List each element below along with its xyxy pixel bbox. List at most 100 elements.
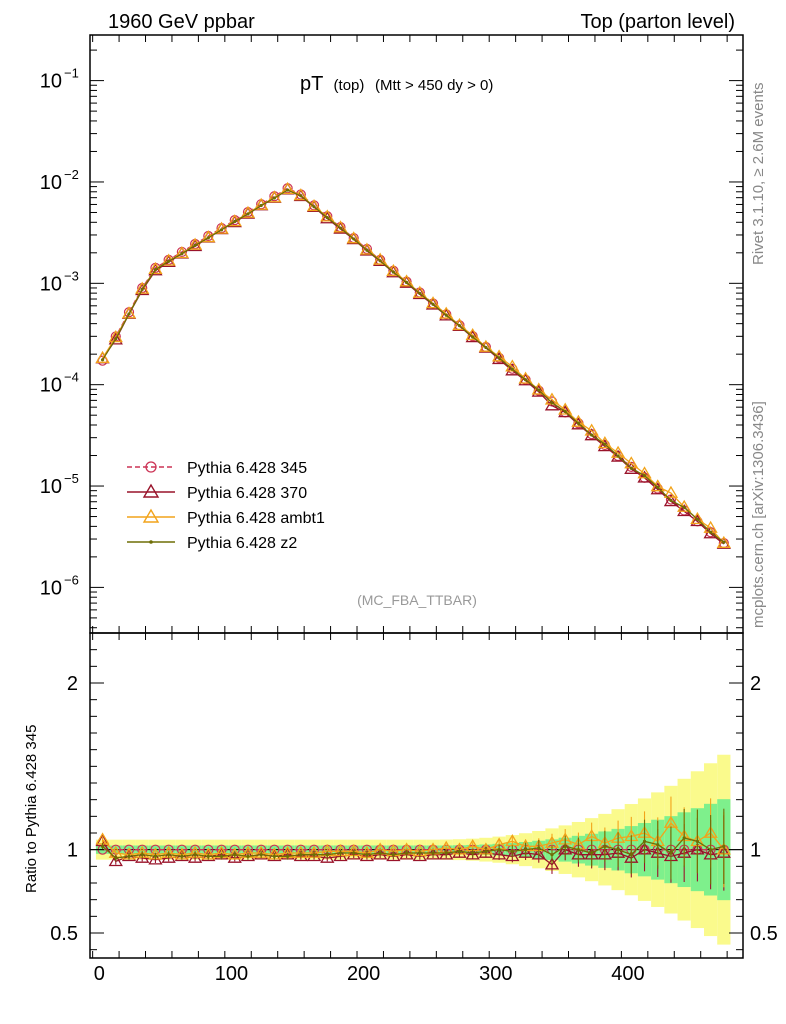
data-point — [338, 226, 343, 230]
data-point — [656, 485, 660, 489]
ratio-point — [576, 848, 581, 852]
data-point — [663, 485, 679, 498]
data-point — [391, 270, 395, 274]
data-point — [505, 359, 520, 372]
ratio-ytick-label: 0.5 — [50, 923, 78, 945]
data-point — [161, 254, 176, 267]
ratio-point — [306, 849, 322, 862]
side-label-bottom: mcplots.cern.ch [arXiv:1306.3436] — [750, 401, 767, 628]
data-point — [695, 517, 699, 521]
ratio-point — [497, 848, 501, 852]
ratio-point — [286, 854, 290, 858]
ratio-point — [590, 851, 594, 855]
ratio-point — [505, 849, 520, 862]
ratio-point — [325, 853, 329, 857]
data-point — [127, 312, 131, 316]
data-point — [457, 324, 462, 328]
ratio-point — [465, 847, 480, 860]
data-point — [637, 466, 652, 479]
data-point — [642, 474, 647, 478]
ytick-exponent: −1 — [64, 66, 79, 81]
data-point — [537, 388, 541, 392]
ratio-point — [312, 853, 316, 857]
data-point — [135, 282, 150, 296]
data-point — [219, 228, 224, 232]
data-point — [333, 221, 348, 234]
ratio-point — [563, 844, 567, 848]
ytick-exponent: −3 — [64, 268, 79, 283]
ratio-point — [114, 856, 118, 860]
data-point — [425, 297, 441, 310]
series-ratio-line — [102, 821, 725, 856]
data-point — [439, 308, 454, 321]
ratio-point — [431, 851, 435, 855]
ratio-ytick-label: 2 — [67, 673, 78, 695]
data-point — [286, 188, 290, 192]
ratio-point — [153, 854, 158, 858]
data-point — [187, 238, 203, 252]
data-point — [114, 337, 118, 341]
ratio-point — [439, 847, 454, 860]
series-ratio — [100, 808, 726, 885]
legend-label: Pythia 6.428 345 — [187, 460, 307, 477]
xtick-label: 100 — [215, 963, 248, 985]
data-point — [484, 345, 488, 350]
ratio-point — [471, 851, 475, 855]
ratio-point — [320, 850, 335, 863]
data-point — [180, 252, 184, 256]
ratio-point — [642, 839, 647, 843]
data-point — [386, 265, 401, 278]
ratio-point — [193, 853, 197, 857]
data-point — [412, 287, 427, 300]
ratio-ytick-label-right: 0.5 — [750, 923, 778, 945]
ratio-point — [629, 853, 633, 857]
ytick-label: 10 — [40, 375, 62, 397]
ratio-point — [484, 849, 488, 853]
data-point — [616, 454, 620, 458]
ratio-point — [418, 851, 422, 855]
ratio-point — [404, 851, 409, 855]
ratio-point — [510, 849, 514, 853]
ytick-exponent: −4 — [64, 370, 79, 385]
data-point — [312, 205, 316, 209]
ratio-point — [108, 854, 123, 867]
legend-marker — [149, 540, 153, 544]
ytick-label: 10 — [40, 476, 62, 498]
ratio-point — [227, 847, 242, 860]
ratio-point — [365, 853, 369, 857]
data-point — [550, 401, 554, 405]
ytick-exponent: −5 — [64, 471, 79, 486]
ratio-point — [206, 854, 210, 858]
series-line — [102, 189, 725, 543]
data-point — [452, 317, 467, 331]
data-point — [709, 530, 713, 534]
data-point — [320, 211, 335, 224]
legend-label: Pythia 6.428 370 — [187, 485, 307, 502]
header-left: 1960 GeV ppbar — [108, 11, 255, 33]
xtick-label: 400 — [611, 963, 644, 985]
legend-marker — [142, 483, 160, 498]
series-ratio-line — [102, 837, 724, 859]
data-point — [333, 220, 348, 233]
data-point — [108, 330, 123, 343]
ratio-point — [531, 847, 546, 860]
data-point — [478, 339, 494, 352]
data-point — [259, 203, 263, 208]
legend-label: Pythia 6.428 z2 — [187, 535, 297, 552]
data-point — [246, 212, 250, 216]
plot-title-main: pT — [300, 73, 323, 95]
data-point — [359, 242, 375, 255]
data-point — [206, 236, 210, 240]
data-point — [590, 433, 594, 437]
legend-marker — [145, 461, 157, 473]
data-point — [325, 215, 329, 220]
ytick-label: 10 — [40, 577, 62, 599]
data-point — [497, 356, 501, 360]
plot-title-sub1: (top) — [334, 77, 365, 94]
data-point — [716, 535, 731, 548]
data-point — [531, 382, 546, 395]
ratio-ylabel: Ratio to Pythia 6.428 345 — [23, 725, 40, 893]
analysis-label: (MC_FBA_TTBAR) — [357, 592, 477, 608]
legend-label: Pythia 6.428 ambt1 — [187, 510, 325, 527]
